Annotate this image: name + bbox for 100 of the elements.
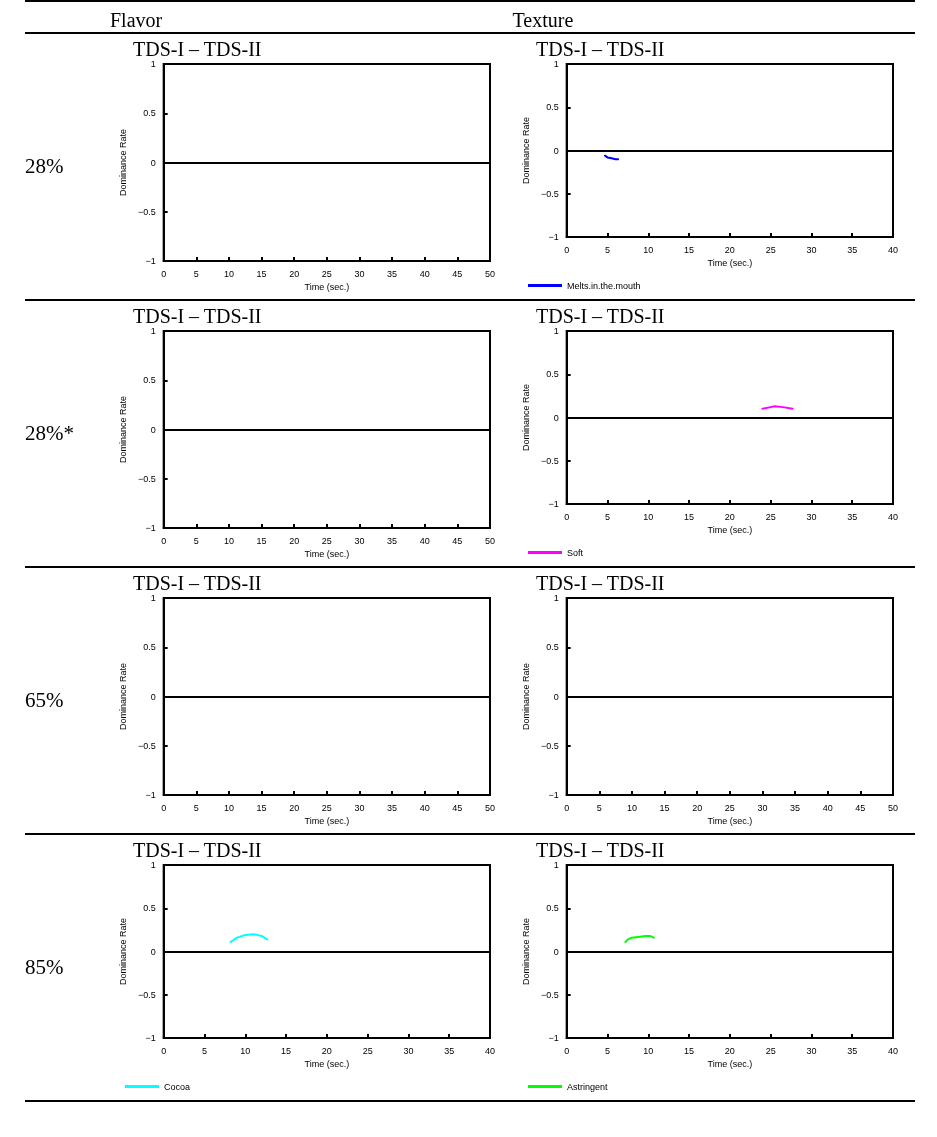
x-tick-label: 25 (321, 268, 332, 279)
chart-title: TDS-I – TDS-II (535, 839, 665, 861)
x-tick-label: 45 (452, 802, 463, 813)
x-tick-label: 25 (724, 802, 735, 813)
x-tick-label: 40 (887, 511, 898, 522)
y-tick-label: −1 (547, 1033, 559, 1043)
x-tick-label: 5 (201, 1045, 207, 1056)
y-tick-label: −0.5 (540, 740, 559, 751)
legend-label: Astringent (566, 1081, 608, 1092)
x-tick-label: 5 (193, 802, 199, 813)
x-tick-label: 20 (321, 1045, 332, 1056)
x-tick-label: 45 (452, 268, 463, 279)
x-tick-label: 0 (161, 802, 167, 813)
y-tick-label: 0.5 (143, 903, 156, 914)
x-tick-label: 10 (223, 535, 234, 546)
y-tick-label: 1 (150, 860, 156, 870)
x-tick-label: 0 (563, 244, 569, 255)
x-tick-label: 30 (805, 1045, 816, 1056)
x-tick-label: 35 (387, 802, 398, 813)
x-tick-label: 5 (193, 268, 199, 279)
x-tick-label: 15 (281, 1045, 292, 1056)
x-axis-title: Time (sec.) (304, 549, 350, 560)
x-tick-label: 0 (563, 1045, 569, 1056)
y-tick-label: 0 (150, 424, 156, 435)
x-tick-label: 40 (887, 244, 898, 255)
text: 28%* (25, 300, 110, 567)
x-tick-label: 30 (354, 268, 365, 279)
x-axis-title: Time (sec.) (304, 816, 350, 827)
x-tick-label: 20 (724, 244, 735, 255)
y-tick-label: 1 (150, 593, 156, 603)
y-tick-label: −0.5 (137, 740, 156, 751)
y-tick-label: −0.5 (137, 473, 156, 484)
y-tick-label: −0.5 (540, 188, 559, 199)
y-tick-label: 1 (150, 59, 156, 69)
x-tick-label: 40 (887, 1045, 898, 1056)
chart-title: TDS-I – TDS-II (133, 839, 262, 861)
y-axis-title: Dominance Rate (520, 116, 530, 185)
y-tick-label: 0 (150, 946, 156, 957)
y-tick-label: 1 (553, 593, 559, 603)
x-tick-label: 20 (289, 268, 300, 279)
x-axis-title: Time (sec.) (304, 1059, 350, 1070)
x-tick-label: 35 (387, 268, 398, 279)
x-tick-label: 45 (854, 802, 865, 813)
x-tick-label: 50 (484, 535, 496, 546)
y-axis-title: Dominance Rate (117, 395, 128, 464)
text: Flavor (110, 1, 513, 33)
x-tick-label: 0 (563, 802, 569, 813)
x-tick-label: 15 (659, 802, 670, 813)
y-tick-label: −0.5 (137, 989, 156, 1000)
text: 65% (25, 567, 110, 834)
text: 28% (25, 33, 110, 300)
y-tick-label: 0.5 (143, 375, 156, 386)
x-tick-label: 5 (193, 535, 199, 546)
x-tick-label: 25 (765, 1045, 776, 1056)
x-tick-label: 0 (161, 268, 167, 279)
y-tick-label: 1 (553, 860, 559, 870)
y-tick-label: 0.5 (545, 102, 559, 113)
y-tick-label: −1 (145, 256, 156, 266)
y-tick-label: −1 (547, 232, 559, 242)
legend-label: Soft (566, 547, 584, 558)
x-axis-title: Time (sec.) (707, 525, 752, 536)
x-tick-label: 15 (256, 268, 267, 279)
x-tick-label: 10 (240, 1045, 251, 1056)
text: 85% (25, 834, 110, 1101)
x-tick-label: 30 (805, 244, 816, 255)
line-series (229, 933, 269, 943)
x-tick-label: 15 (256, 802, 267, 813)
y-axis-title: Dominance Rate (117, 917, 128, 986)
x-tick-label: 40 (419, 268, 430, 279)
x-tick-label: 45 (452, 535, 463, 546)
y-tick-label: 0 (553, 691, 559, 702)
x-tick-label: 20 (724, 511, 735, 522)
x-tick-label: 15 (256, 535, 267, 546)
x-tick-label: 10 (642, 244, 653, 255)
x-tick-label: 35 (846, 244, 857, 255)
x-axis-title: Time (sec.) (707, 816, 752, 827)
y-tick-label: −0.5 (540, 455, 559, 466)
line-series (623, 934, 655, 943)
y-tick-label: 1 (553, 326, 559, 336)
x-tick-label: 25 (765, 511, 776, 522)
x-tick-label: 25 (321, 802, 332, 813)
x-tick-label: 30 (354, 802, 365, 813)
y-axis-title: Dominance Rate (117, 662, 128, 731)
x-tick-label: 30 (403, 1045, 414, 1056)
y-tick-label: 1 (150, 326, 156, 336)
x-tick-label: 15 (683, 1045, 694, 1056)
y-tick-label: 1 (553, 59, 559, 69)
x-tick-label: 50 (484, 802, 496, 813)
x-tick-label: 20 (724, 1045, 735, 1056)
x-tick-label: 40 (419, 535, 430, 546)
y-tick-label: −0.5 (540, 989, 559, 1000)
y-axis-title: Dominance Rate (520, 662, 530, 731)
x-tick-label: 35 (444, 1045, 455, 1056)
x-tick-label: 25 (362, 1045, 373, 1056)
y-tick-label: 0.5 (143, 642, 156, 653)
x-axis-title: Time (sec.) (707, 258, 752, 269)
x-tick-label: 35 (846, 1045, 857, 1056)
y-axis-title: Dominance Rate (520, 383, 530, 452)
x-tick-label: 20 (289, 535, 300, 546)
x-tick-label: 25 (321, 535, 332, 546)
